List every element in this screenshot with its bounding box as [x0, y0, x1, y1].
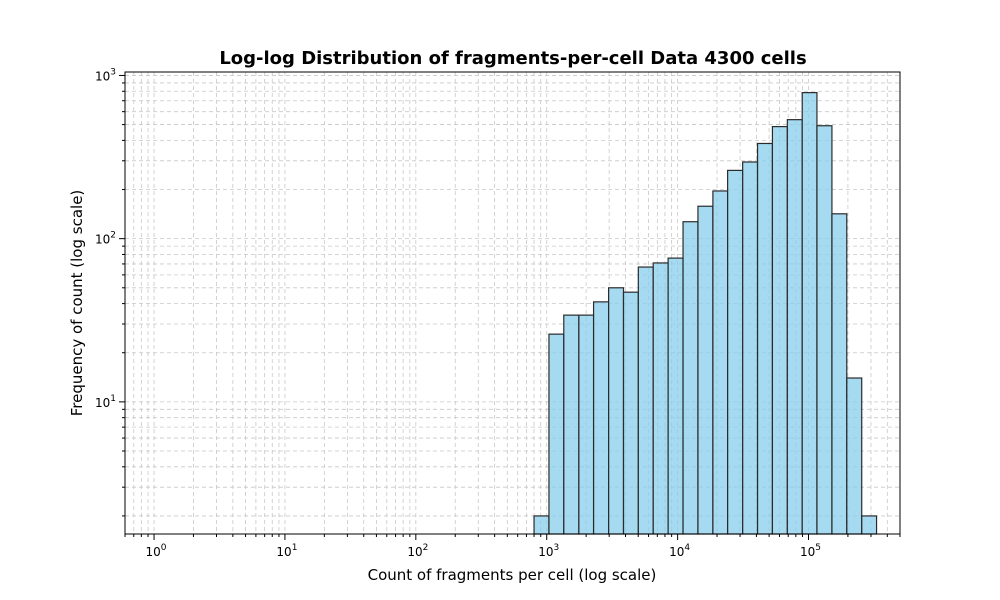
histogram-bar [801, 92, 818, 535]
histogram-bar [697, 205, 714, 535]
histogram-bar [727, 169, 744, 535]
histogram-bar [742, 161, 759, 535]
x-tick-label: 102 [407, 543, 428, 559]
histogram-bar [816, 125, 833, 535]
histogram-bar [548, 333, 565, 535]
histogram-bar [771, 125, 788, 535]
histogram-bar [622, 291, 639, 535]
x-tick-label: 100 [146, 543, 167, 559]
histogram-bar [637, 266, 654, 535]
y-tick-label: 101 [95, 394, 116, 410]
histogram-bar [682, 221, 699, 535]
histogram-bar [652, 262, 669, 535]
x-tick-label: 104 [669, 543, 690, 559]
histogram-bar [533, 515, 550, 535]
chart-title: Log-log Distribution of fragments-per-ce… [219, 48, 806, 69]
histogram-bar [846, 377, 863, 535]
histogram-bar [563, 314, 580, 535]
y-tick-label: 102 [95, 231, 116, 247]
x-tick-label: 105 [800, 543, 821, 559]
bars [533, 92, 878, 535]
histogram-bar [608, 287, 625, 535]
histogram-bar [667, 257, 684, 535]
y-tick-label: 103 [95, 67, 116, 83]
x-tick-label: 103 [538, 543, 559, 559]
y-axis-label: Frequency of count (log scale) [68, 190, 86, 417]
ticks: 100 101 102 103 104 105 101 102 103 [95, 67, 901, 559]
histogram-bar [756, 142, 774, 535]
x-axis-label: Count of fragments per cell (log scale) [368, 566, 657, 584]
histogram-bar [831, 213, 848, 535]
histogram-bar [861, 515, 878, 535]
plot-frame [124, 71, 901, 535]
histogram-bar [786, 119, 803, 535]
histogram-bar [592, 301, 610, 535]
x-tick-label: 101 [276, 543, 297, 559]
histogram-bar [578, 314, 595, 535]
histogram-bar [712, 190, 729, 535]
